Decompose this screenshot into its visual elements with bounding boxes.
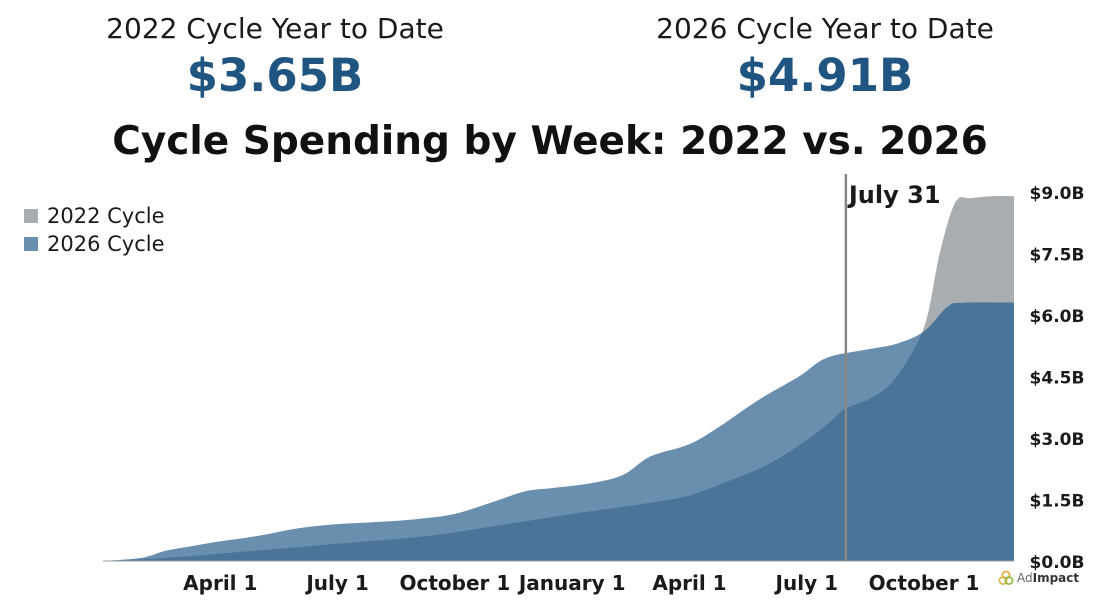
- x-tick-label-2: October 1: [399, 571, 510, 595]
- kpi-2022-label: 2022 Cycle Year to Date: [106, 12, 444, 45]
- adimpact-logo-icon: [998, 570, 1014, 585]
- kpi-2022-value: $3.65B: [186, 49, 364, 102]
- chart-legend: 2022 Cycle 2026 Cycle: [24, 202, 165, 258]
- legend-label-2026: 2026 Cycle: [47, 232, 165, 256]
- y-tick-label-2: $3.0B: [1030, 430, 1085, 450]
- legend-label-2022: 2022 Cycle: [47, 204, 165, 228]
- legend-item-2026[interactable]: 2026 Cycle: [24, 230, 165, 258]
- y-tick-label-1: $1.5B: [1030, 492, 1085, 512]
- legend-swatch-2022: [24, 209, 38, 223]
- y-tick-label-4: $6.0B: [1030, 307, 1085, 327]
- chart-title: Cycle Spending by Week: 2022 vs. 2026: [112, 119, 988, 164]
- x-tick-label-5: July 1: [774, 571, 838, 595]
- kpi-2026-value: $4.91B: [736, 49, 914, 102]
- kpi-2022: 2022 Cycle Year to Date $3.65B: [45, 10, 505, 104]
- x-tick-label-1: July 1: [304, 571, 368, 595]
- annotation-label-0: July 31: [847, 181, 941, 209]
- legend-swatch-2026: [24, 237, 38, 251]
- adimpact-watermark: Ad Impact: [998, 570, 1079, 586]
- area-overlap: [103, 302, 1014, 561]
- x-tick-label-4: April 1: [652, 571, 726, 595]
- x-tick-label-3: January 1: [517, 571, 626, 595]
- y-tick-label-5: $7.5B: [1030, 246, 1085, 266]
- legend-item-2022[interactable]: 2022 Cycle: [24, 202, 165, 230]
- y-tick-label-3: $4.5B: [1030, 369, 1085, 389]
- kpi-2026: 2026 Cycle Year to Date $4.91B: [595, 10, 1055, 104]
- x-tick-label-0: April 1: [183, 571, 257, 595]
- watermark-ad: Ad: [1017, 571, 1033, 585]
- y-tick-label-0: $0.0B: [1030, 553, 1085, 573]
- y-tick-label-6: $9.0B: [1030, 184, 1085, 204]
- x-tick-label-6: October 1: [869, 571, 980, 595]
- watermark-impact: Impact: [1032, 571, 1080, 585]
- kpi-2026-label: 2026 Cycle Year to Date: [656, 12, 994, 45]
